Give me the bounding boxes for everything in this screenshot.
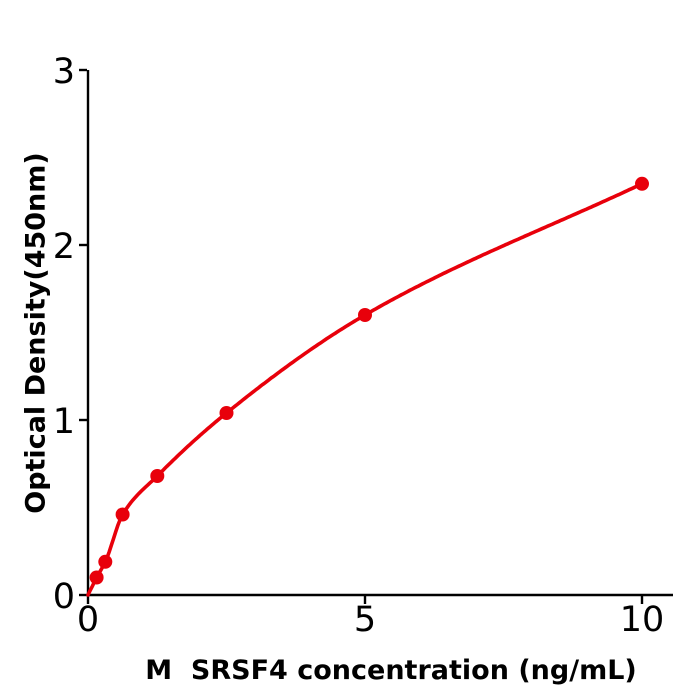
data-point [115, 507, 130, 522]
y-tick-label: 2 [53, 227, 75, 267]
x-tick-label: 5 [354, 600, 376, 640]
y-tick-label: 0 [53, 577, 75, 617]
x-tick-label: 10 [620, 600, 665, 640]
x-axis-title: M SRSF4 concentration (ng/mL) [145, 655, 637, 686]
y-tick-label: 1 [53, 402, 75, 442]
data-point [150, 469, 165, 483]
y-tick-label: 3 [53, 52, 75, 92]
data-point [219, 406, 234, 420]
data-point [635, 176, 649, 191]
data-point [98, 554, 113, 569]
fit-curve [86, 182, 644, 597]
data-point [89, 570, 104, 585]
y-axis-title: Optical Density(450nm) [20, 152, 52, 514]
x-tick-label: 0 [77, 600, 99, 640]
data-point [358, 308, 372, 322]
